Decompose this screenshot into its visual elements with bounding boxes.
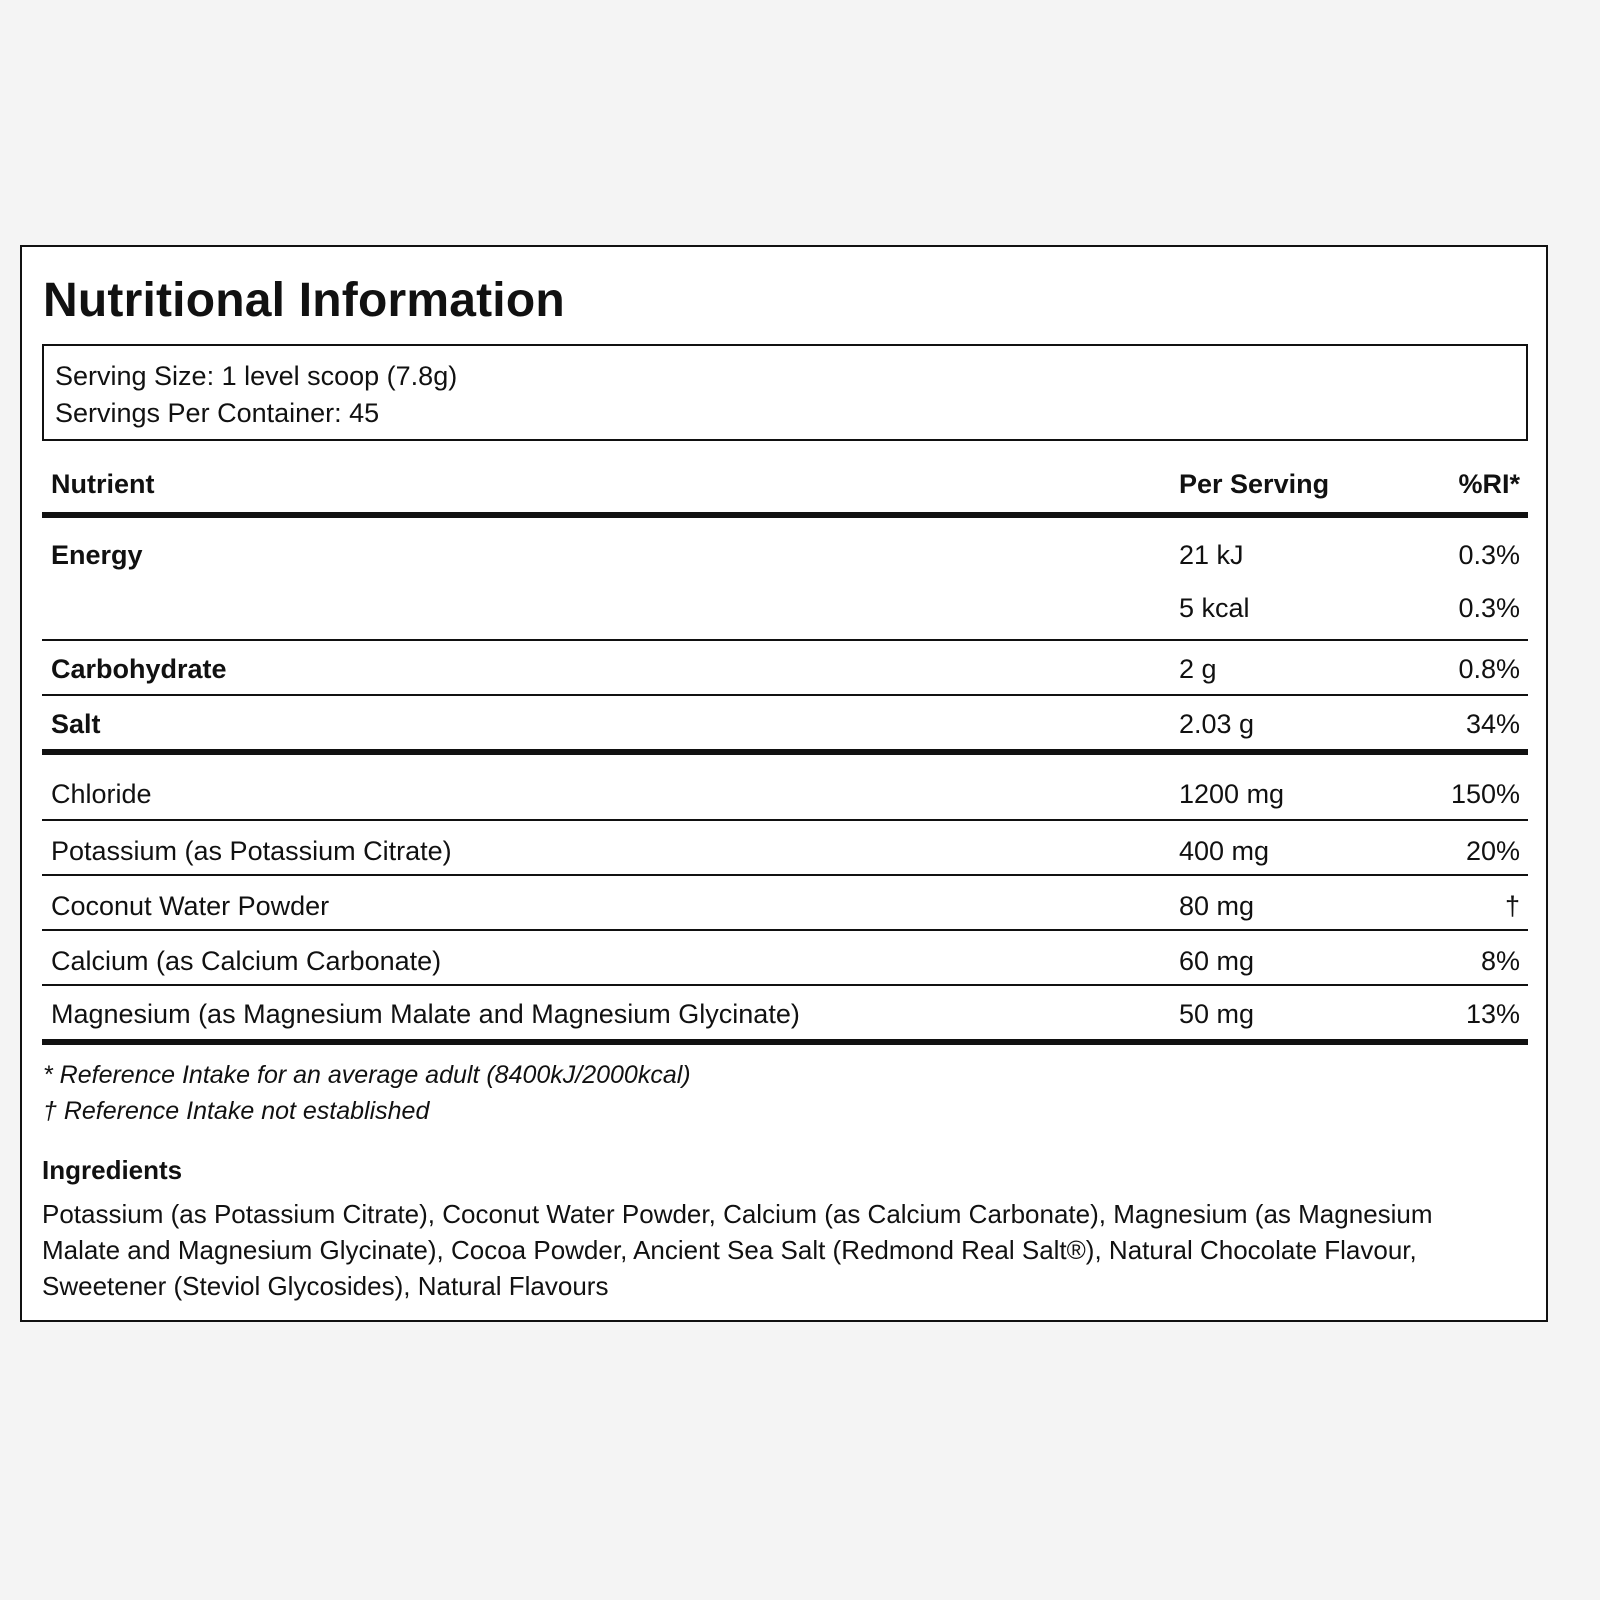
ri-value: † <box>1504 891 1520 921</box>
ri-value: 34% <box>1465 709 1520 739</box>
per-serving-value: 60 mg <box>1179 946 1255 976</box>
per-serving-value: 400 mg <box>1179 836 1270 866</box>
not-established-footnote: † Reference Intake not established <box>43 1097 430 1125</box>
per-serving-value: 80 mg <box>1179 891 1255 921</box>
energy-kj: 21 kJ <box>1179 540 1244 570</box>
serving-info-box: Serving Size: 1 level scoop (7.8g) Servi… <box>42 344 1528 441</box>
table-row-energy: Energy 21 kJ 0.3% 5 kcal 0.3% <box>42 518 1528 641</box>
energy-kcal-ri: 0.3% <box>1458 593 1520 623</box>
table-row: Coconut Water Powder 80 mg † <box>42 876 1528 931</box>
ri-value: 150% <box>1450 779 1520 809</box>
ingredients-text: Potassium (as Potassium Citrate), Coconu… <box>42 1199 1433 1301</box>
per-serving-value: 50 mg <box>1179 999 1255 1029</box>
table-row: Magnesium (as Magnesium Malate and Magne… <box>42 986 1528 1045</box>
ingredients-heading: Ingredients <box>42 1155 183 1185</box>
energy-kj-ri: 0.3% <box>1458 540 1520 570</box>
nutrient-name: Potassium (as Potassium Citrate) <box>51 836 452 866</box>
table-header-row: Nutrient Per Serving %RI* <box>42 461 1528 518</box>
header-per-serving: Per Serving <box>1179 469 1330 499</box>
ri-value: 13% <box>1465 999 1520 1029</box>
nutrition-table: Nutrient Per Serving %RI* Energy 21 kJ 0… <box>42 461 1528 1045</box>
header-ri: %RI* <box>1458 469 1520 499</box>
ri-value: 8% <box>1480 946 1520 976</box>
panel-title: Nutritional Information <box>43 274 565 327</box>
per-serving-value: 1200 mg <box>1179 779 1285 809</box>
nutrient-name: Magnesium (as Magnesium Malate and Magne… <box>51 999 800 1029</box>
table-row-carbohydrate: Carbohydrate 2 g 0.8% <box>42 641 1528 696</box>
per-serving-value: 2.03 g <box>1179 709 1255 739</box>
ri-value: 20% <box>1465 836 1520 866</box>
energy-kcal: 5 kcal <box>1179 593 1250 623</box>
nutrient-name: Energy <box>51 540 143 570</box>
table-row: Potassium (as Potassium Citrate) 400 mg … <box>42 821 1528 876</box>
nutrition-panel: Nutritional Information Serving Size: 1 … <box>20 245 1548 1322</box>
serving-size: Serving Size: 1 level scoop (7.8g) <box>55 361 458 391</box>
table-row: Calcium (as Calcium Carbonate) 60 mg 8% <box>42 931 1528 986</box>
nutrient-name: Coconut Water Powder <box>51 891 330 921</box>
nutrient-name: Calcium (as Calcium Carbonate) <box>51 946 442 976</box>
nutrient-name: Chloride <box>51 779 152 809</box>
nutrient-name: Carbohydrate <box>51 654 227 684</box>
header-nutrient: Nutrient <box>51 469 155 499</box>
per-serving-value: 2 g <box>1179 654 1217 684</box>
table-row: Chloride 1200 mg 150% <box>42 755 1528 821</box>
ri-footnote: * Reference Intake for an average adult … <box>43 1061 691 1089</box>
servings-per-container: Servings Per Container: 45 <box>55 398 380 428</box>
table-row-salt: Salt 2.03 g 34% <box>42 696 1528 755</box>
ri-value: 0.8% <box>1458 654 1520 684</box>
nutrient-name: Salt <box>51 709 101 739</box>
footnotes: * Reference Intake for an average adult … <box>43 1057 691 1129</box>
